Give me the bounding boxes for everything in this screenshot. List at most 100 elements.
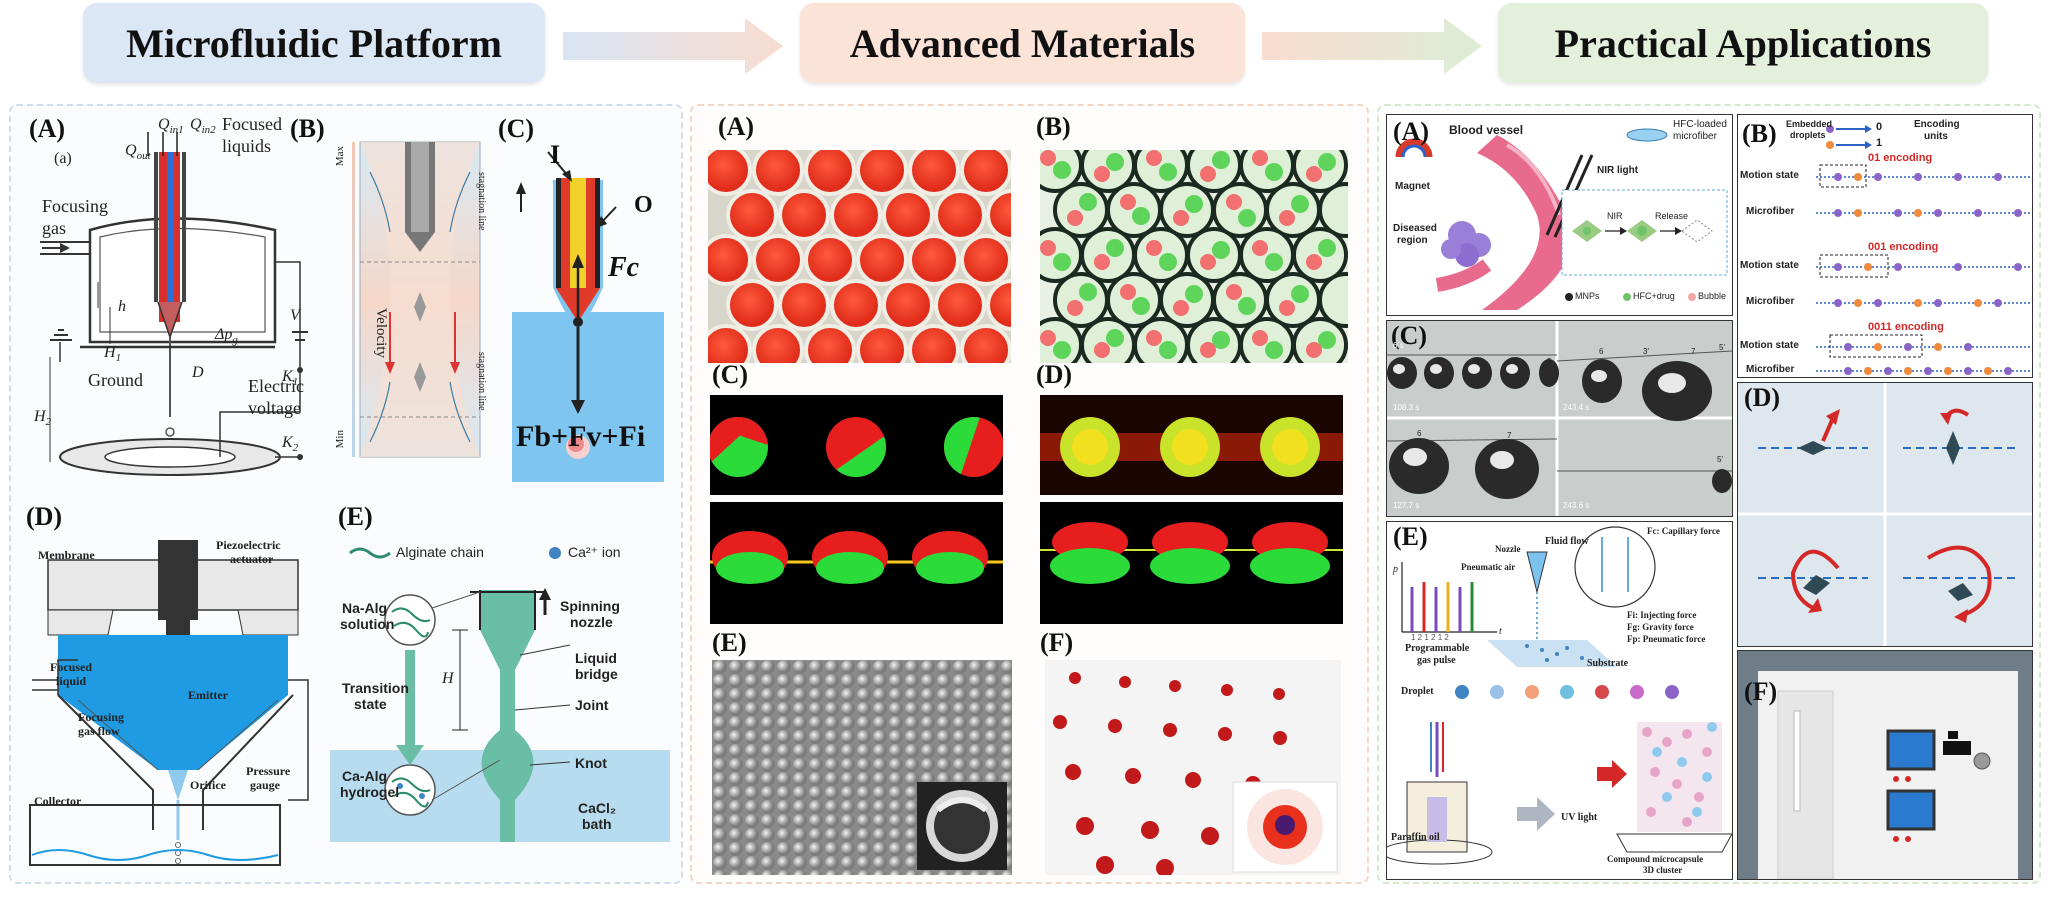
droplet-7-top: 7 bbox=[1691, 347, 1696, 356]
encoding-diagram bbox=[1816, 125, 2030, 375]
droplet-3: 3 bbox=[1475, 357, 1480, 366]
applications-figure-f: (F) bbox=[1737, 650, 2033, 880]
applications-figure-c: (C) 6 s 108.3 s 127.7 s 243.4 s 243.6 s … bbox=[1386, 320, 1733, 517]
compound-label-2: 3D cluster bbox=[1643, 865, 1683, 875]
symbol-v: V bbox=[290, 307, 300, 324]
sub-label: (a) bbox=[54, 150, 72, 167]
nir-step: NIR bbox=[1607, 211, 1623, 221]
axis-t: t bbox=[1499, 626, 1502, 637]
paraffin-label: Paraffin oil bbox=[1391, 832, 1440, 843]
panel-label: (C) bbox=[712, 360, 749, 389]
header-title: Advanced Materials bbox=[849, 20, 1196, 66]
panel-label: (D) bbox=[26, 502, 63, 531]
ca-ion-label: Ca²⁺ ion bbox=[568, 544, 621, 560]
collector-label: Collector bbox=[34, 794, 82, 808]
panel-label: (E) bbox=[338, 502, 373, 531]
pressure-gauge-1: Pressure bbox=[246, 764, 291, 778]
substrate-label: Substrate bbox=[1587, 658, 1629, 669]
alginate-chain-label: Alginate chain bbox=[396, 544, 484, 560]
gas-label: gas bbox=[42, 218, 66, 238]
fc-legend: Fc: Capillary force bbox=[1647, 526, 1720, 536]
droplet-5p-top: 5' bbox=[1719, 343, 1725, 352]
panel-label: (C) bbox=[1391, 321, 1428, 350]
alginate-spinning-diagram bbox=[330, 547, 670, 842]
panel-label: (E) bbox=[712, 628, 747, 657]
outlet-o: O bbox=[634, 192, 653, 218]
focused-liquid-2: liquid bbox=[56, 674, 87, 688]
release-step: Release bbox=[1655, 211, 1689, 221]
panel-label: (E) bbox=[1393, 522, 1428, 551]
stagnation-line-bottom: stagnation line bbox=[476, 352, 487, 411]
microfiber-1: Microfiber bbox=[1746, 206, 1795, 217]
panel-label: (A) bbox=[1393, 117, 1430, 146]
panel-label: (B) bbox=[1742, 119, 1777, 148]
pulse-numbers: 1 2 1 2 1 2 bbox=[1411, 633, 1449, 642]
materials-image-f bbox=[1045, 660, 1341, 875]
force-balance-diagram bbox=[512, 151, 664, 482]
materials-image-b bbox=[1040, 150, 1348, 363]
velocity-field-diagram bbox=[352, 141, 481, 458]
capillary-force-fc: Fc bbox=[608, 252, 640, 283]
platform-figure-a: (A) (a) Qin1 Qin2 Qout Focused liquids F… bbox=[20, 112, 315, 497]
droplet-fiber-sequence bbox=[1387, 321, 1732, 516]
time-6s: 6 s bbox=[1393, 341, 1404, 350]
materials-image-c bbox=[710, 395, 1003, 495]
focusing-label: Focusing bbox=[42, 196, 109, 216]
panel-label: (F) bbox=[1744, 677, 1778, 706]
legend-hfc: HFC+drug bbox=[1633, 291, 1675, 301]
symbol-h: h bbox=[118, 298, 126, 315]
double-emulsion-array bbox=[1040, 150, 1348, 363]
nir-light-label: NIR light bbox=[1597, 165, 1639, 176]
encoding-0011: 0011 encoding bbox=[1868, 321, 1944, 333]
droplet-3p: 3' bbox=[1643, 347, 1649, 356]
time-108s: 108.3 s bbox=[1393, 403, 1420, 412]
applications-figure-b: (B) Embedded droplets 0 1 Encoding units… bbox=[1737, 114, 2033, 378]
embedded-label-2: droplets bbox=[1790, 130, 1826, 140]
max-label: Max bbox=[334, 146, 346, 167]
piezo-emitter-diagram bbox=[29, 540, 309, 866]
emitter-label: Emitter bbox=[188, 688, 228, 702]
panel-label: (D) bbox=[1036, 360, 1073, 389]
panel-label: (B) bbox=[290, 114, 325, 143]
materials-image-a bbox=[708, 150, 1011, 363]
focused-liquid-1: Focused bbox=[50, 660, 92, 674]
core-shell-particles bbox=[1040, 417, 1343, 477]
blood-vessel-diagram bbox=[1395, 128, 1728, 310]
ground-label: Ground bbox=[88, 370, 143, 390]
magnet-label: Magnet bbox=[1395, 181, 1430, 192]
piezo-label-1: Piezoelectric bbox=[216, 538, 281, 552]
droplet-5: 5 bbox=[1547, 357, 1552, 366]
applications-figure-a: (A) Blood vessel HFC-loaded microfiber N… bbox=[1386, 114, 1733, 316]
spindle-knot-fiber bbox=[710, 531, 1003, 584]
voltage-label: voltage bbox=[248, 398, 301, 418]
symbol-h1: H1 bbox=[104, 344, 122, 365]
header-title: Microfluidic Platform bbox=[126, 20, 502, 66]
symbol-qout: Qout bbox=[125, 142, 151, 163]
rotation-states bbox=[1738, 383, 2032, 646]
fg-legend: Fg: Gravity force bbox=[1627, 622, 1694, 632]
focused-label: Focused bbox=[222, 114, 282, 134]
platform-figure-b: (B) Max Min Velocity stagnation line sta… bbox=[290, 112, 490, 492]
symbol-h2: H2 bbox=[34, 408, 52, 429]
symbol-k2: K2 bbox=[282, 434, 299, 455]
pneumatic-printing-diagram bbox=[1387, 526, 1732, 865]
hfc-label-2: microfiber bbox=[1673, 131, 1717, 142]
cacl2-1: CaCl₂ bbox=[578, 800, 617, 816]
piezo-label-2: actuator bbox=[230, 552, 274, 566]
units-label-1: Encoding bbox=[1914, 119, 1960, 130]
panel-label: (D) bbox=[1744, 383, 1781, 412]
materials-image-d bbox=[1040, 395, 1343, 495]
velocity-label: Velocity bbox=[373, 308, 389, 358]
panel-label: (A) bbox=[29, 114, 66, 143]
motion-state-2: Motion state bbox=[1740, 260, 1799, 271]
spinning-2: nozzle bbox=[570, 614, 613, 630]
nozzle-label: Nozzle bbox=[1495, 544, 1521, 554]
header-practical-applications: Practical Applications bbox=[1498, 3, 1988, 83]
uv-light-label: UV light bbox=[1561, 812, 1598, 823]
materials-image-d-fiber bbox=[1040, 502, 1343, 624]
materials-image-e bbox=[712, 660, 1012, 875]
instrument-photo bbox=[1738, 651, 2032, 879]
motion-state-1: Motion state bbox=[1740, 170, 1799, 181]
encoding-001: 001 encoding bbox=[1868, 241, 1939, 253]
forces-sum: Fb+Fv+Fi bbox=[516, 420, 646, 453]
